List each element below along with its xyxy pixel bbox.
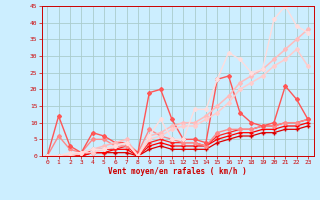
X-axis label: Vent moyen/en rafales ( km/h ): Vent moyen/en rafales ( km/h ) bbox=[108, 167, 247, 176]
